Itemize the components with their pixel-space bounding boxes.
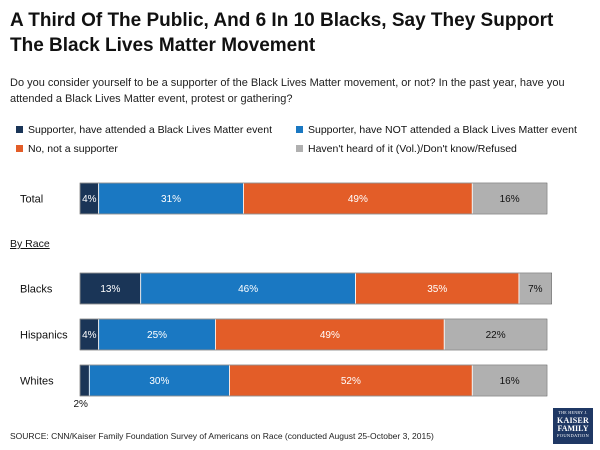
value-label-total-series-4: 16%: [500, 194, 520, 205]
value-label-whites-series-1: 2%: [73, 399, 88, 410]
value-label-total-series-3: 49%: [348, 194, 368, 205]
bar-outline-whites: [79, 364, 548, 397]
bar-blacks-series-4: [518, 272, 553, 305]
value-label-hispanics-series-3: 49%: [320, 330, 340, 341]
value-label-total-series-1: 4%: [82, 194, 97, 205]
bar-whites-series-1: [79, 364, 90, 397]
legend-label-unknown: Haven't heard of it (Vol.)/Don't know/Re…: [308, 143, 517, 155]
bar-outline-blacks: [79, 272, 552, 305]
row-label-whites: Whites: [20, 376, 54, 388]
by-race-label: By Race: [10, 238, 50, 250]
bar-outline-total: [79, 182, 548, 215]
bar-whites-series-4: [471, 364, 548, 397]
legend-item-unknown: Haven't heard of it (Vol.)/Don't know/Re…: [296, 143, 517, 155]
bar-whites-series-3: [229, 364, 473, 397]
legend-label-not-supporter: No, not a supporter: [28, 143, 118, 155]
row-label-total: Total: [20, 194, 43, 206]
bar-blacks-series-3: [355, 272, 520, 305]
page-title: A Third Of The Public, And 6 In 10 Black…: [10, 10, 554, 56]
stacked-bar-chart: Total 4% 31% 49% 16% Blacks 13% 46% 35% 7% Hispani…: [20, 182, 553, 410]
legend-label-attended: Supporter, have attended a Black Lives M…: [28, 124, 272, 136]
value-label-whites-series-2: 30%: [149, 376, 169, 387]
value-label-whites-series-4: 16%: [500, 376, 520, 387]
bar-blacks-series-2: [140, 272, 356, 305]
legend-swatch-attended: [16, 126, 23, 133]
value-label-blacks-series-1: 13%: [100, 284, 120, 295]
bar-total-series-2: [98, 182, 244, 215]
bar-whites-series-2: [88, 364, 230, 397]
row-label-hispanics: Hispanics: [20, 330, 68, 342]
logo-line-2: KAISER: [557, 416, 589, 425]
value-label-hispanics-series-1: 4%: [82, 330, 97, 341]
value-label-blacks-series-4: 7%: [528, 284, 543, 295]
chart-legend: Supporter, have attended a Black Lives M…: [16, 124, 586, 158]
value-label-hispanics-series-4: 22%: [486, 330, 506, 341]
bar-outline-hispanics: [79, 318, 548, 351]
legend-swatch-unknown: [296, 145, 303, 152]
value-label-whites-series-3: 52%: [341, 376, 361, 387]
legend-swatch-not-attended: [296, 126, 303, 133]
legend-label-not-attended: Supporter, have NOT attended a Black Liv…: [308, 124, 577, 136]
legend-item-attended: Supporter, have attended a Black Lives M…: [16, 124, 272, 136]
bar-hispanics-series-4: [443, 318, 548, 351]
row-label-blacks: Blacks: [20, 284, 53, 296]
logo-line-4: FOUNDATION: [557, 433, 589, 438]
legend-swatch-not-supporter: [16, 145, 23, 152]
survey-question: Do you consider yourself to be a support…: [10, 77, 565, 105]
logo-line-1: THE HENRY J.: [558, 410, 588, 415]
legend-item-not-supporter: No, not a supporter: [16, 143, 118, 155]
value-label-blacks-series-2: 46%: [238, 284, 258, 295]
bar-hispanics-series-3: [215, 318, 445, 351]
value-label-total-series-2: 31%: [161, 194, 181, 205]
value-label-hispanics-series-2: 25%: [147, 330, 167, 341]
value-label-blacks-series-3: 35%: [427, 284, 447, 295]
legend-item-not-attended: Supporter, have NOT attended a Black Liv…: [296, 124, 577, 136]
source-note: SOURCE: CNN/Kaiser Family Foundation Sur…: [10, 431, 434, 441]
kaiser-family-foundation-logo: THE HENRY J. KAISER FAMILY FOUNDATION: [553, 408, 593, 444]
logo-line-3: FAMILY: [557, 424, 589, 433]
